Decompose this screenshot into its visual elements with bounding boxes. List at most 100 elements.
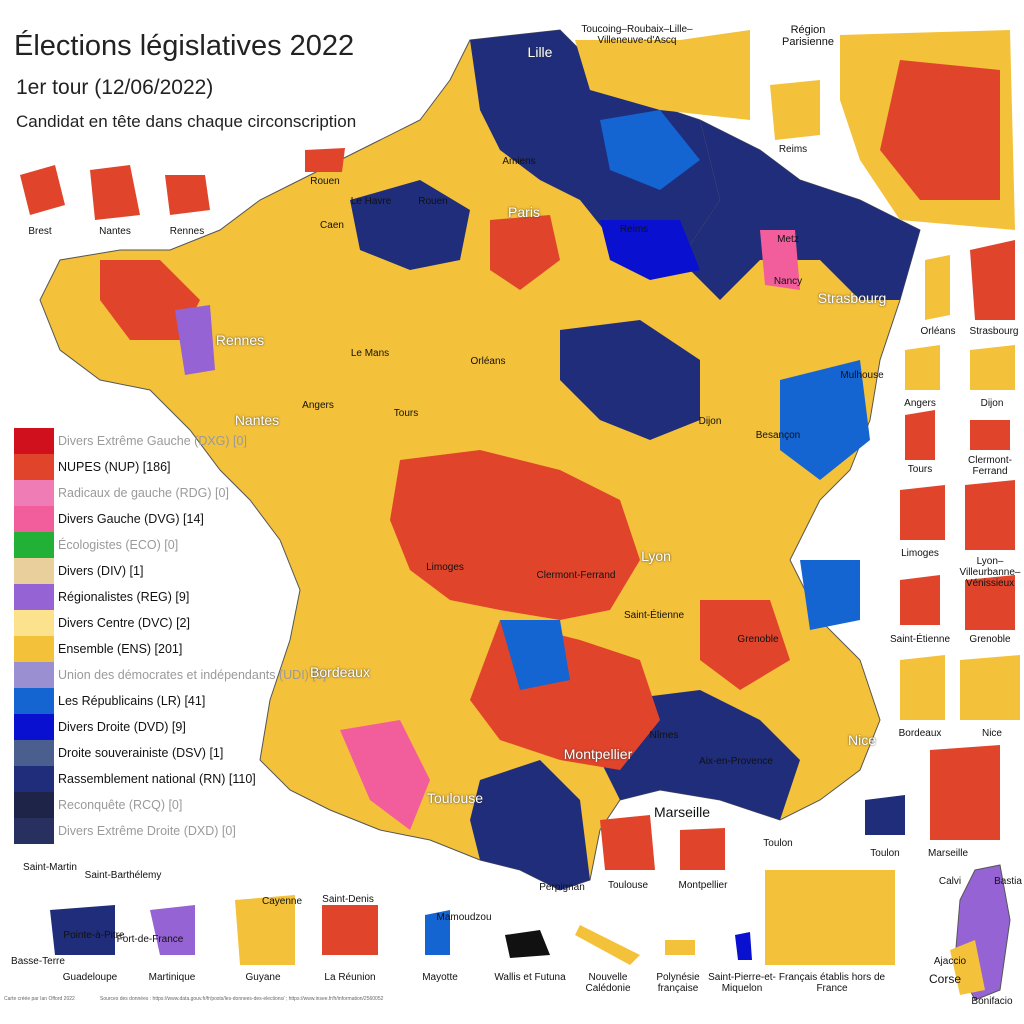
city-label-fort-de-france: Fort-de-France <box>116 934 184 945</box>
city-label-mulhouse: Mulhouse <box>840 370 884 381</box>
inset-hors-de-france <box>765 870 895 965</box>
city-label-saint-barthelemy: Saint-Barthélemy <box>84 870 162 881</box>
inset-nantes <box>90 165 140 220</box>
city-label-saint-martin: Saint-Martin <box>23 862 77 873</box>
city-label-strasbourg: Strasbourg <box>817 290 887 306</box>
city-label-perpignan: Perpignan <box>539 882 585 893</box>
city-label-toulon: Toulon <box>763 838 793 849</box>
city-label-clermont: Clermont-Ferrand <box>536 570 616 581</box>
inset-label-toulouse: Toulouse <box>607 880 649 891</box>
city-label-dijon: Dijon <box>698 416 722 427</box>
inset-guyane <box>235 895 295 965</box>
city-label-lille: Lille <box>527 44 553 60</box>
inset-label-rouen: Rouen <box>310 176 340 187</box>
map-region-nupes-center <box>390 450 640 620</box>
inset-nice <box>960 655 1020 720</box>
map-corse-south <box>950 940 985 995</box>
map-region-lr-center <box>500 620 570 690</box>
legend: Divers Extrême Gauche (DXG) [0] NUPES (NU… <box>14 428 326 844</box>
inset-label-guyane: Guyane <box>245 972 281 983</box>
legend-swatch <box>14 714 54 740</box>
inset-label-marseille: Marseille <box>927 848 969 859</box>
inset-label-lille: Toucoing–Roubaix–Lille–Villeneuve-d'Ascq <box>581 24 693 46</box>
inset-strasbourg <box>970 240 1015 320</box>
legend-swatch <box>14 688 54 714</box>
inset-toulon <box>865 795 905 835</box>
map-region-nupes-brittany <box>100 260 200 340</box>
map-title: Élections législatives 2022 <box>14 30 355 62</box>
inset-dijon <box>970 345 1015 390</box>
city-label-cayenne: Cayenne <box>261 896 303 907</box>
inset-label-martinique: Martinique <box>148 972 196 983</box>
legend-row: Divers Extrême Droite (DXD) [0] <box>14 818 314 844</box>
inset-label-lyon-inset: Lyon–Villeurbanne–Vénissieux <box>959 556 1021 589</box>
legend-label: Écologistes (ECO) [0] <box>58 538 179 552</box>
legend-label: Divers (DIV) [1] <box>58 564 144 578</box>
city-label-le-mans: Le Mans <box>350 348 390 359</box>
legend-row: Écologistes (ECO) [0] <box>14 532 314 558</box>
inset-label-brest: Brest <box>28 226 52 237</box>
map-region-lr-southeast <box>800 560 860 630</box>
legend-swatch <box>14 506 54 532</box>
legend-label: Droite souverainiste (DSV) [1] <box>58 746 224 760</box>
inset-rouen <box>305 148 345 172</box>
legend-row: Union des démocrates et indépendants (UD… <box>14 662 326 688</box>
inset-toulouse <box>600 815 655 870</box>
legend-swatch <box>14 454 54 480</box>
inset-lille <box>575 30 750 120</box>
inset-saint-etienne <box>900 575 940 625</box>
legend-row: Divers Gauche (DVG) [14] <box>14 506 314 532</box>
legend-swatch <box>14 428 54 454</box>
inset-montpellier <box>680 828 725 870</box>
legend-row: Les Républicains (LR) [41] <box>14 688 314 714</box>
inset-label-limoges: Limoges <box>901 548 939 559</box>
map-region-rn-west <box>350 180 470 270</box>
inset-polynesie <box>665 940 695 955</box>
city-label-bordeaux: Bordeaux <box>310 664 370 680</box>
inset-label-strasbourg: Strasbourg <box>969 326 1019 337</box>
legend-row: Divers (DIV) [1] <box>14 558 314 584</box>
legend-label: Divers Droite (DVD) [9] <box>58 720 186 734</box>
city-label-tours: Tours <box>393 408 419 419</box>
credits-text: Carte créée par Ian Offord 2022 <box>4 996 75 1002</box>
city-label-montpellier: Montpellier <box>563 746 633 762</box>
inset-label-wallis: Wallis et Futuna <box>494 972 566 983</box>
inset-label-grenoble: Grenoble <box>969 634 1011 645</box>
legend-swatch <box>14 662 54 688</box>
map-region-rn-center-east <box>560 320 700 440</box>
inset-label-rennes: Rennes <box>169 226 205 237</box>
city-label-lyon: Lyon <box>641 548 671 564</box>
map-region-lr-east <box>780 360 870 480</box>
legend-row: Radicaux de gauche (RDG) [0] <box>14 480 314 506</box>
legend-row: NUPES (NUP) [186] <box>14 454 314 480</box>
inset-rennes <box>165 175 210 215</box>
inset-label-tours: Tours <box>907 464 933 475</box>
city-label-pointe-a-pitre: Pointe-à-Pitre <box>63 930 125 941</box>
map-region-rn-north <box>470 30 720 260</box>
city-label-angers: Angers <box>302 400 334 411</box>
inset-wallis <box>505 930 550 958</box>
city-label-bastia: Bastia <box>994 876 1022 887</box>
city-label-besancon: Besançon <box>755 430 801 441</box>
map-region-rn-east <box>680 120 920 300</box>
inset-martinique <box>150 905 195 955</box>
city-label-caen: Caen <box>320 220 344 231</box>
inset-mayotte <box>425 910 450 955</box>
city-label-nice: Nice <box>847 732 877 748</box>
inset-label-nice: Nice <box>981 728 1003 739</box>
city-label-reims: Reims <box>619 224 649 235</box>
inset-reims <box>770 80 820 140</box>
legend-label: Divers Gauche (DVG) [14] <box>58 512 204 526</box>
city-label-orleans: Orléans <box>470 356 506 367</box>
city-label-nimes: Nîmes <box>649 730 679 741</box>
legend-swatch <box>14 480 54 506</box>
inset-clermont <box>970 420 1010 450</box>
legend-label: Divers Centre (DVC) [2] <box>58 616 190 630</box>
map-region-nupes-grenoble <box>700 600 790 690</box>
map-region-lr-north <box>600 110 700 190</box>
legend-row: Droite souverainiste (DSV) [1] <box>14 740 314 766</box>
inset-label-angers: Angers <box>904 398 936 409</box>
city-label-saint-denis: Saint-Denis <box>322 894 374 905</box>
city-label-bonifacio: Bonifacio <box>971 996 1013 1007</box>
inset-label-nantes: Nantes <box>99 226 131 237</box>
